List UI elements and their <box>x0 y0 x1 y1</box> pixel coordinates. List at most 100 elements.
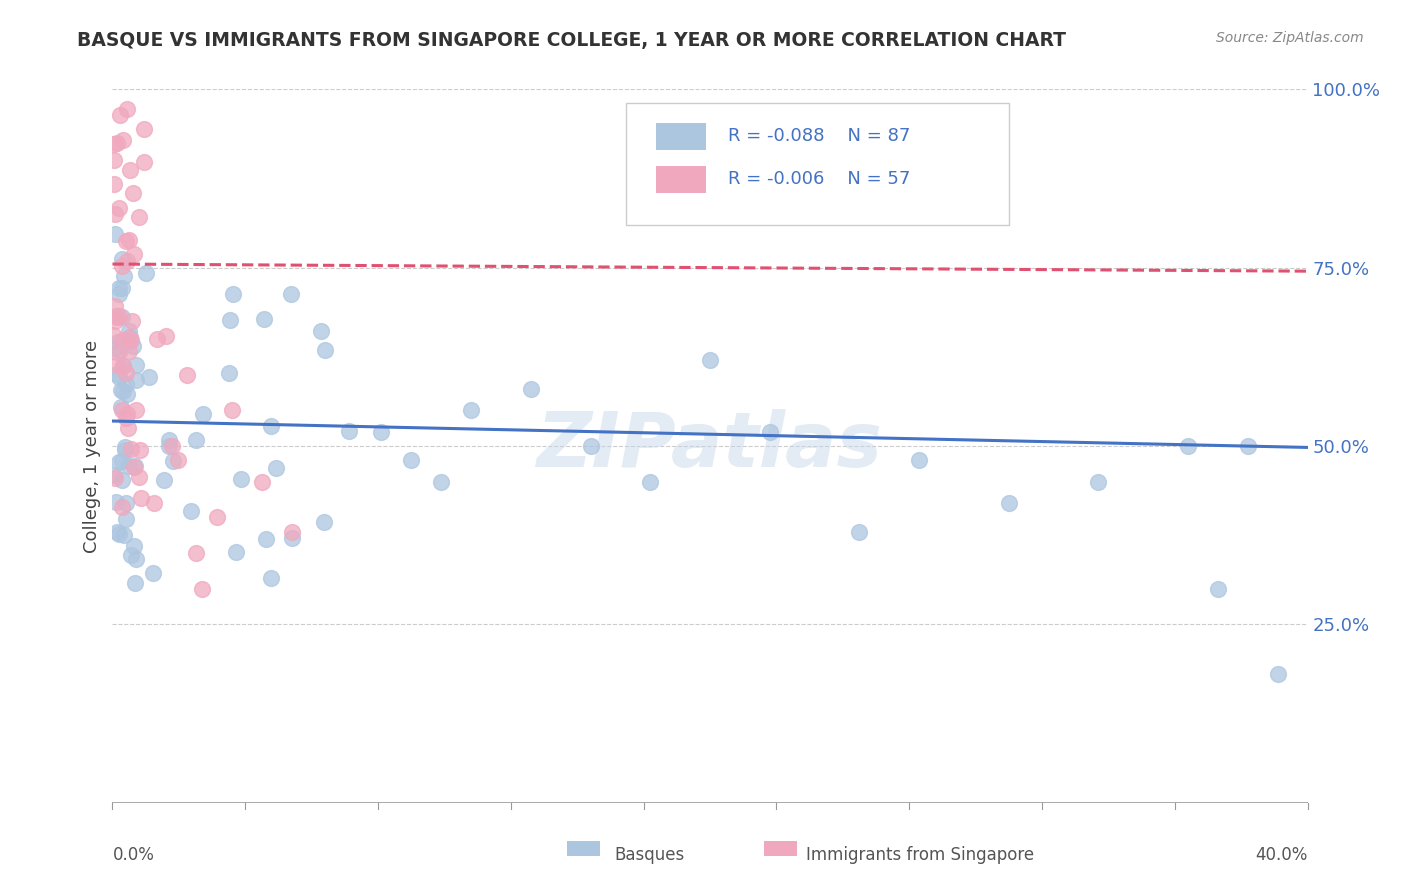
Point <box>103 177 125 191</box>
Text: 40.0%: 40.0% <box>1256 846 1308 863</box>
Bar <box>763 840 797 856</box>
Point <box>103 136 125 151</box>
Point <box>111 402 134 417</box>
Point <box>118 324 141 338</box>
Point <box>167 453 190 467</box>
Point <box>115 102 138 116</box>
Point <box>231 472 253 486</box>
Point <box>260 571 283 585</box>
Point <box>221 403 243 417</box>
Point <box>191 582 214 596</box>
Point <box>280 531 302 545</box>
Point <box>108 369 131 384</box>
Point <box>162 439 183 453</box>
Point <box>122 539 145 553</box>
Point <box>120 334 142 348</box>
Point <box>118 162 141 177</box>
Point <box>105 345 128 359</box>
Point <box>640 475 662 489</box>
Point <box>184 433 207 447</box>
Point <box>112 528 135 542</box>
Bar <box>657 123 706 150</box>
Point <box>122 459 145 474</box>
Point <box>111 260 134 274</box>
Point <box>759 425 782 439</box>
Point <box>115 377 138 392</box>
Point <box>118 331 141 345</box>
Point <box>121 442 143 456</box>
Point <box>848 524 870 539</box>
Point <box>122 338 145 352</box>
Point <box>114 366 136 380</box>
Point <box>115 512 138 526</box>
Y-axis label: College, 1 year or more: College, 1 year or more <box>83 340 101 552</box>
Point <box>157 439 180 453</box>
Point <box>280 287 302 301</box>
Point <box>105 136 128 150</box>
Point <box>104 299 127 313</box>
Point <box>120 333 142 347</box>
Point <box>111 310 134 324</box>
Point <box>103 328 125 343</box>
Point <box>104 227 127 241</box>
Text: Immigrants from Singapore: Immigrants from Singapore <box>806 846 1033 863</box>
Point <box>112 269 135 284</box>
Point <box>108 455 131 469</box>
Text: Source: ZipAtlas.com: Source: ZipAtlas.com <box>1216 31 1364 45</box>
Point <box>128 210 150 224</box>
Point <box>157 433 180 447</box>
Point <box>129 491 152 505</box>
Point <box>111 334 134 349</box>
Point <box>115 387 138 401</box>
Point <box>110 383 132 397</box>
Point <box>108 343 131 357</box>
Point <box>146 332 169 346</box>
Point <box>1206 582 1229 596</box>
Point <box>205 510 228 524</box>
Point <box>1267 667 1289 681</box>
Point <box>108 202 131 216</box>
Point <box>124 576 146 591</box>
Point <box>105 310 128 324</box>
FancyBboxPatch shape <box>627 103 1010 225</box>
Point <box>1087 475 1109 489</box>
Point <box>142 566 165 581</box>
Point <box>111 133 134 147</box>
Point <box>153 473 176 487</box>
Point <box>110 400 132 414</box>
Point <box>121 186 143 201</box>
Point <box>111 359 134 374</box>
Point <box>117 421 139 435</box>
Point <box>128 470 150 484</box>
Point <box>104 314 127 328</box>
Point <box>314 343 336 357</box>
Point <box>105 367 128 381</box>
Text: Basques: Basques <box>614 846 685 863</box>
Point <box>250 475 273 489</box>
Point <box>118 330 141 344</box>
Point <box>114 411 136 425</box>
Point <box>191 408 214 422</box>
Point <box>114 234 136 248</box>
Point <box>129 443 152 458</box>
Point <box>281 524 304 539</box>
Point <box>114 440 136 454</box>
Point <box>105 310 128 325</box>
Point <box>110 281 132 295</box>
Point <box>107 527 129 541</box>
Point <box>104 495 127 509</box>
Point <box>111 454 134 468</box>
Point <box>125 373 148 387</box>
Point <box>460 403 482 417</box>
Point <box>108 309 131 323</box>
Point <box>222 287 245 301</box>
Point <box>124 358 146 372</box>
Point <box>108 281 131 295</box>
Point <box>103 467 125 482</box>
Point <box>111 359 134 373</box>
Point <box>111 333 134 347</box>
Point <box>114 496 136 510</box>
Text: 0.0%: 0.0% <box>112 846 155 863</box>
Point <box>104 471 127 485</box>
Point <box>218 367 240 381</box>
